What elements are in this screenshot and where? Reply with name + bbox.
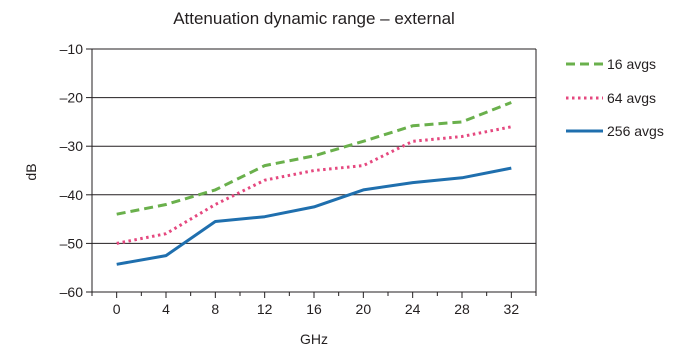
x-tick-label-0: 0 [113, 301, 121, 317]
legend-label-16-avgs: 16 avgs [607, 56, 656, 72]
grid-lines [92, 48, 536, 244]
y-tick-label-1: –20 [60, 90, 84, 106]
x-tick-label-5: 20 [356, 301, 372, 317]
legend: 16 avgs 64 avgs 256 avgs [566, 56, 664, 139]
series-lines [116, 101, 512, 266]
legend-label-64-avgs: 64 avgs [607, 90, 656, 106]
y-tick-labels: –10 –20 –30 –40 –50 –60 [60, 41, 84, 300]
x-tick-label-1: 4 [162, 301, 170, 317]
chart-title: Attenuation dynamic range – external [173, 9, 455, 28]
series-line-16-avgs [116, 101, 512, 216]
x-tick-label-4: 16 [306, 301, 322, 317]
y-tick-label-5: –60 [60, 284, 84, 300]
y-tick-label-4: –50 [60, 235, 84, 251]
legend-label-256-avgs: 256 avgs [607, 123, 664, 139]
x-tick-label-6: 24 [405, 301, 421, 317]
y-tick-label-0: –10 [60, 41, 84, 57]
x-tick-label-3: 12 [257, 301, 273, 317]
y-tick-label-3: –40 [60, 187, 84, 203]
series-line-64-avgs [116, 125, 512, 245]
axes [86, 48, 537, 298]
series-line-256-avgs [116, 166, 512, 266]
x-tick-labels: 0 4 8 12 16 20 24 28 32 [113, 301, 520, 317]
x-tick-label-8: 32 [504, 301, 520, 317]
x-axis-label: GHz [300, 331, 328, 347]
y-axis-label: dB [23, 163, 39, 180]
x-tick-label-7: 28 [454, 301, 470, 317]
y-tick-label-2: –30 [60, 138, 84, 154]
x-tick-label-2: 8 [211, 301, 219, 317]
